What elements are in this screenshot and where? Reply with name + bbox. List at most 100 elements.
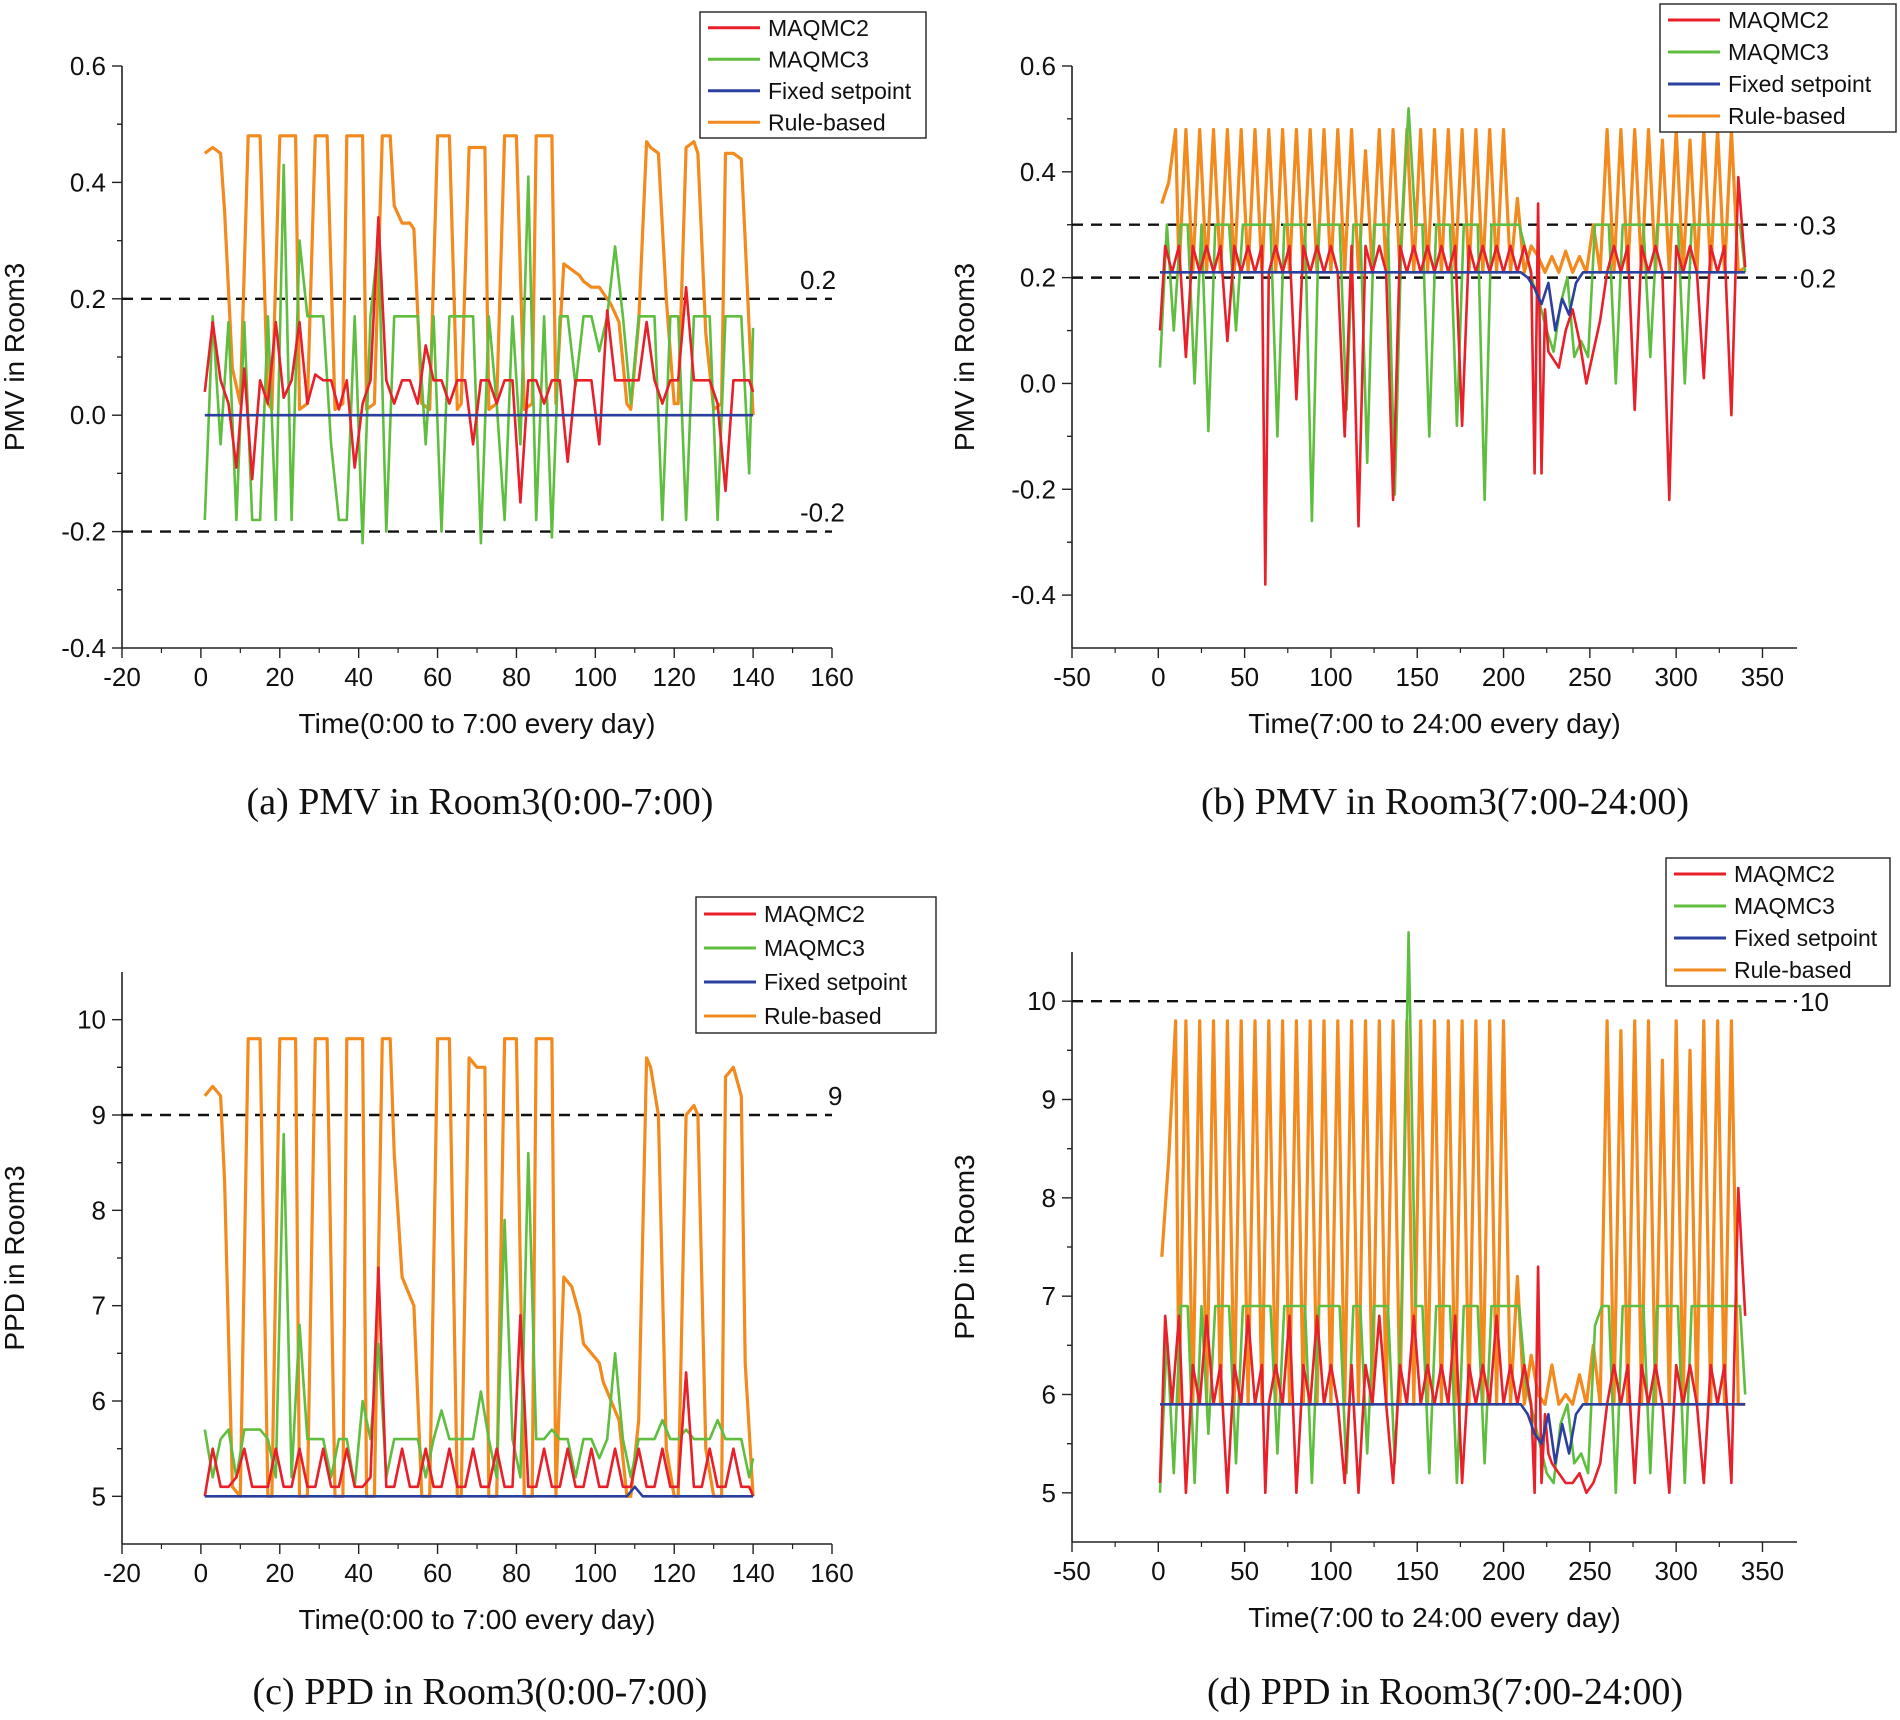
x-tick-label: 80 bbox=[502, 662, 531, 692]
y-tick-label: 8 bbox=[92, 1195, 106, 1225]
y-axis-label: PPD in Room3 bbox=[949, 1154, 980, 1339]
caption-d: (d) PPD in Room3(7:00-24:00) bbox=[1206, 1671, 1684, 1713]
y-tick-label: 5 bbox=[1042, 1478, 1056, 1508]
x-tick-label: 160 bbox=[810, 1558, 853, 1588]
legend-label: MAQMC2 bbox=[764, 901, 865, 927]
y-tick-label: 8 bbox=[1042, 1183, 1056, 1213]
x-tick-label: 0 bbox=[1151, 1556, 1165, 1586]
legend: MAQMC2 MAQMC3 Fixed setpoint Rule-based bbox=[1659, 3, 1897, 133]
x-tick-label: 120 bbox=[653, 1558, 696, 1588]
y-tick-label: 9 bbox=[92, 1100, 106, 1130]
threshold-label: -0.2 bbox=[800, 498, 845, 528]
y-tick-label: 5 bbox=[92, 1481, 106, 1511]
x-tick-label: -20 bbox=[103, 662, 141, 692]
x-tick-label: 50 bbox=[1230, 1556, 1259, 1586]
y-tick-label: 0.2 bbox=[70, 284, 106, 314]
y-tick-label: 0.4 bbox=[70, 167, 106, 197]
y-axis-label: PMV in Room3 bbox=[0, 263, 30, 451]
threshold-label: 10 bbox=[1800, 987, 1829, 1017]
legend-box bbox=[699, 11, 927, 139]
series-line-maqmc2 bbox=[203, 1266, 755, 1497]
x-tick-label: 250 bbox=[1568, 662, 1611, 692]
y-tick-label: -0.2 bbox=[1011, 474, 1056, 504]
x-tick-label: 20 bbox=[265, 662, 294, 692]
legend-label: Fixed setpoint bbox=[1734, 925, 1878, 951]
x-tick-label: -50 bbox=[1053, 1556, 1091, 1586]
legend-label: Rule-based bbox=[764, 1003, 882, 1029]
legend-label: MAQMC3 bbox=[1728, 39, 1829, 65]
y-axis-label: PPD in Room3 bbox=[0, 1165, 30, 1350]
series-line-maqmc2 bbox=[1158, 175, 1747, 586]
x-tick-label: 100 bbox=[574, 1558, 617, 1588]
x-tick-label: -50 bbox=[1053, 662, 1091, 692]
series-line-fixed-setpoint bbox=[204, 1485, 754, 1498]
x-tick-label: 0 bbox=[194, 1558, 208, 1588]
x-axis-label: Time(0:00 to 7:00 every day) bbox=[299, 1604, 656, 1635]
x-tick-label: 300 bbox=[1654, 1556, 1697, 1586]
y-tick-label: -0.4 bbox=[61, 633, 106, 663]
x-tick-label: 350 bbox=[1741, 662, 1784, 692]
x-tick-label: 200 bbox=[1482, 1556, 1525, 1586]
series-line-maqmc3 bbox=[1158, 930, 1747, 1495]
legend-label: MAQMC3 bbox=[768, 46, 869, 72]
threshold-label: 0.3 bbox=[1800, 211, 1836, 241]
chart-b: -50 0 50 100 150 200 250 300 350 -0.4 -0.2 0.0 0.2 0.… bbox=[949, 3, 1897, 739]
series-line-rule-based bbox=[1160, 127, 1747, 274]
x-tick-label: -20 bbox=[103, 1558, 141, 1588]
y-tick-label: 10 bbox=[77, 1005, 106, 1035]
chart-d: -50 0 50 100 150 200 250 300 350 5 6 7 8 9 10 Time(7:00… bbox=[949, 857, 1891, 1633]
caption-b: (b) PMV in Room3(7:00-24:00) bbox=[1200, 781, 1690, 823]
threshold-label: 9 bbox=[828, 1081, 842, 1111]
legend-label: MAQMC2 bbox=[1734, 861, 1835, 887]
legend: MAQMC2 MAQMC3 Fixed setpoint Rule-based bbox=[695, 896, 937, 1034]
series-line-fixed-setpoint bbox=[1160, 270, 1746, 332]
legend-label: Rule-based bbox=[768, 109, 886, 135]
legend-box bbox=[695, 896, 937, 1034]
x-tick-label: 40 bbox=[344, 662, 373, 692]
legend-label: MAQMC3 bbox=[1734, 893, 1835, 919]
y-tick-label: 0.4 bbox=[1020, 157, 1056, 187]
series-line-rule-based bbox=[1160, 1019, 1746, 1406]
legend-label: Fixed setpoint bbox=[764, 969, 908, 995]
y-tick-label: -0.2 bbox=[61, 517, 106, 547]
x-tick-label: 60 bbox=[423, 662, 452, 692]
y-tick-label: 0.0 bbox=[1020, 368, 1056, 398]
x-tick-label: 50 bbox=[1230, 662, 1259, 692]
x-tick-label: 150 bbox=[1396, 662, 1439, 692]
y-tick-label: 0.6 bbox=[1020, 51, 1056, 81]
caption-a: (a) PMV in Room3(0:00-7:00) bbox=[246, 781, 714, 823]
y-tick-label: 0.2 bbox=[1020, 263, 1056, 293]
x-axis-label: Time(0:00 to 7:00 every day) bbox=[299, 708, 656, 739]
x-tick-label: 60 bbox=[423, 1558, 452, 1588]
series-line-fixed-setpoint bbox=[1160, 1403, 1746, 1465]
y-tick-label: 0.6 bbox=[70, 51, 106, 81]
y-tick-label: -0.4 bbox=[1011, 580, 1056, 610]
legend-label: MAQMC3 bbox=[764, 935, 865, 961]
x-tick-label: 100 bbox=[1309, 662, 1352, 692]
legend-label: Fixed setpoint bbox=[1728, 71, 1872, 97]
x-tick-label: 20 bbox=[265, 1558, 294, 1588]
threshold-label: 0.2 bbox=[800, 265, 836, 295]
x-tick-label: 0 bbox=[194, 662, 208, 692]
x-tick-label: 200 bbox=[1482, 662, 1525, 692]
x-tick-label: 350 bbox=[1741, 1556, 1784, 1586]
y-tick-label: 0.0 bbox=[70, 400, 106, 430]
series-line-maqmc3 bbox=[1158, 107, 1747, 523]
legend-label: Fixed setpoint bbox=[768, 78, 912, 104]
chart-c: -20 0 20 40 60 80 100 120 140 160 5 6 7 8 9 10 Time(0:00… bbox=[0, 896, 937, 1635]
legend-box bbox=[1665, 857, 1891, 987]
legend-box bbox=[1659, 3, 1897, 133]
x-tick-label: 100 bbox=[1309, 1556, 1352, 1586]
y-axis-label: PMV in Room3 bbox=[949, 263, 980, 451]
legend-label: Rule-based bbox=[1734, 957, 1852, 983]
x-tick-label: 0 bbox=[1151, 662, 1165, 692]
legend-label: MAQMC2 bbox=[768, 15, 869, 41]
y-tick-label: 6 bbox=[1042, 1380, 1056, 1410]
x-tick-label: 250 bbox=[1568, 1556, 1611, 1586]
series-line-maqmc2 bbox=[203, 216, 755, 504]
x-tick-label: 140 bbox=[731, 1558, 774, 1588]
threshold-label: 0.2 bbox=[1800, 264, 1836, 294]
x-tick-label: 80 bbox=[502, 1558, 531, 1588]
x-tick-label: 40 bbox=[344, 1558, 373, 1588]
